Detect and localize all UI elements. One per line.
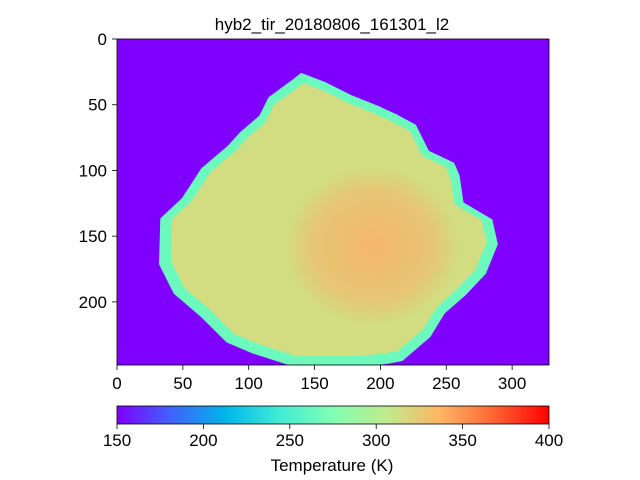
x-tick-label: 150 xyxy=(300,374,328,393)
x-tick-label: 0 xyxy=(112,374,121,393)
colorbar-tick-label: 200 xyxy=(189,431,217,450)
colorbar-tick-label: 300 xyxy=(362,431,390,450)
image-frame xyxy=(116,38,550,366)
y-tick-label: 50 xyxy=(88,96,107,115)
colorbar: 150 200 250 300 350 400 Temperature (K) xyxy=(103,405,563,475)
x-tick-label: 200 xyxy=(366,374,394,393)
asteroid-warm-region xyxy=(286,167,459,325)
x-tick-label: 300 xyxy=(498,374,526,393)
x-tick-label: 50 xyxy=(173,374,192,393)
colorbar-ticks: 150 200 250 300 350 400 xyxy=(103,424,563,450)
y-tick-label: 100 xyxy=(79,161,107,180)
colorbar-gradient xyxy=(116,405,550,425)
colorbar-tick-label: 250 xyxy=(276,431,304,450)
chart-title: hyb2_tir_20180806_161301_l2 xyxy=(215,15,449,34)
colorbar-tick-label: 350 xyxy=(448,431,476,450)
y-tick-label: 200 xyxy=(79,293,107,312)
y-tick-label: 0 xyxy=(98,30,107,49)
y-tick-label: 150 xyxy=(79,227,107,246)
colorbar-label: Temperature (K) xyxy=(271,456,394,475)
x-tick-label: 250 xyxy=(432,374,460,393)
colorbar-tick-label: 150 xyxy=(103,431,131,450)
image-axes xyxy=(116,38,550,366)
y-axis-ticks: 0 50 100 150 200 xyxy=(79,30,117,312)
colorbar-tick-label: 400 xyxy=(535,431,563,450)
x-axis-ticks: 0 50 100 150 200 250 300 xyxy=(112,365,526,393)
x-tick-label: 100 xyxy=(235,374,263,393)
